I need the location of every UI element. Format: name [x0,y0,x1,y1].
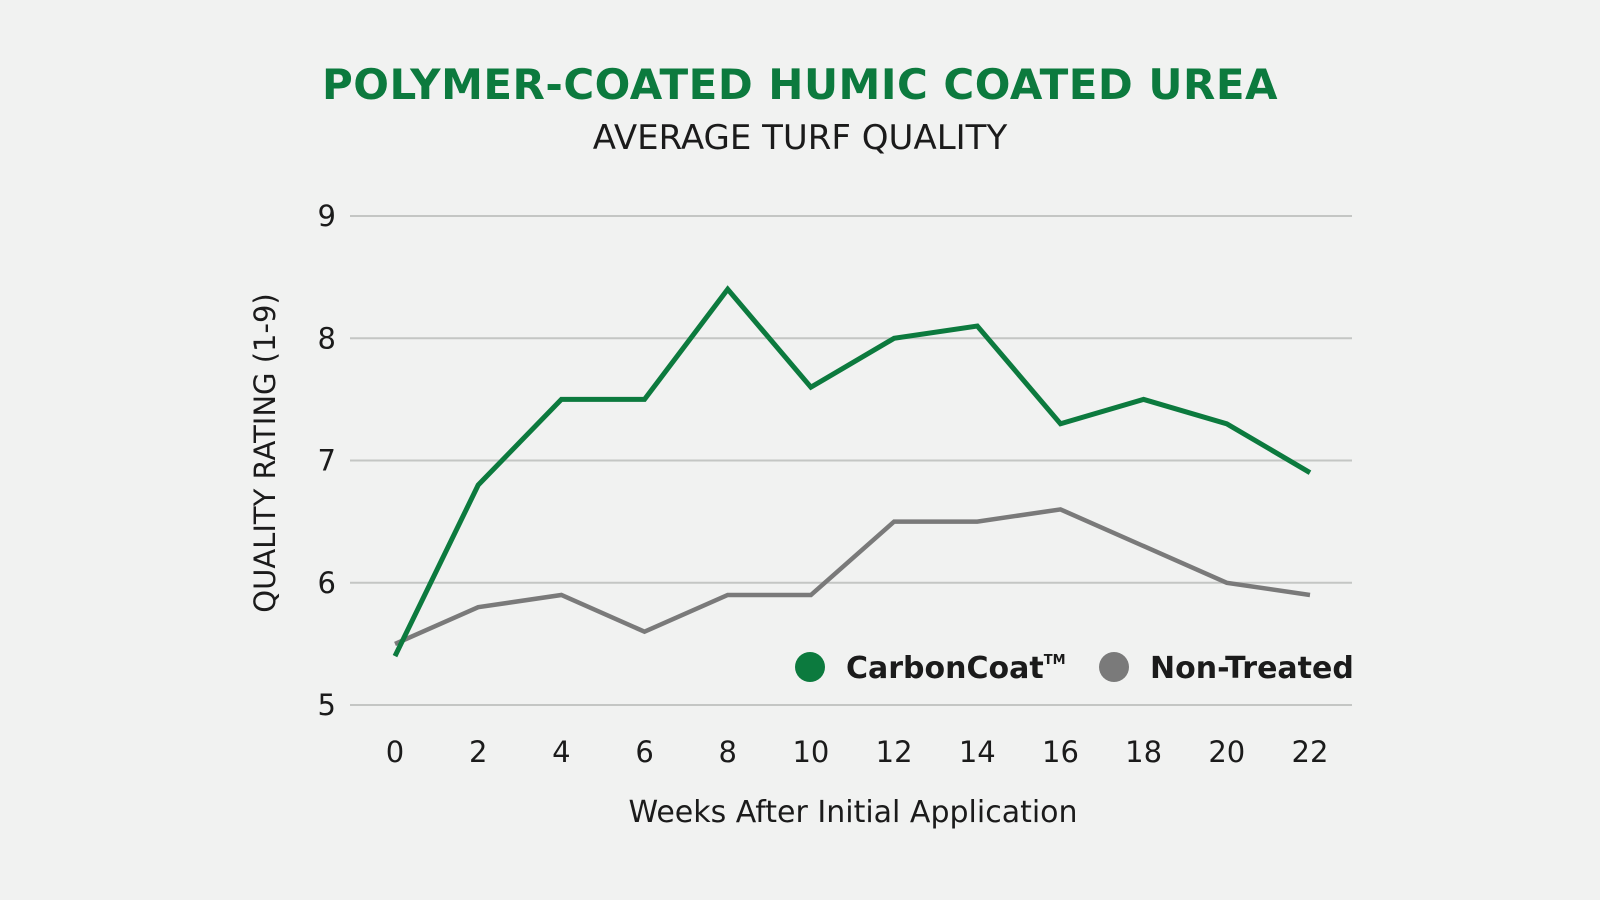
series-line-carboncoat [392,285,1312,658]
x-tick-label: 22 [1292,735,1329,769]
x-tick-label: 14 [959,735,996,769]
x-tick-label: 18 [1125,735,1162,769]
legend-label-non-treated: Non-Treated [1150,651,1354,686]
y-tick-label: 7 [318,444,336,478]
x-tick-label: 6 [635,735,653,769]
x-tick-label: 8 [719,735,737,769]
legend-marker-non-treated [1099,652,1129,682]
x-tick-label: 0 [386,735,404,769]
y-tick-label: 5 [318,688,336,722]
legend-marker-carboncoat [795,652,825,682]
chart-title: POLYMER-COATED HUMIC COATED UREA [321,60,1279,109]
legend-label-carboncoat: CarbonCoatTM [846,651,1066,686]
chart-subtitle: AVERAGE TURF QUALITY [592,118,1008,158]
x-tick-label: 2 [469,735,487,769]
x-tick-label: 4 [552,735,570,769]
x-tick-label: 10 [792,735,829,769]
series-line-non-treated [394,507,1311,646]
x-tick-label: 20 [1208,735,1245,769]
y-tick-label: 6 [318,566,336,600]
y-tick-label: 9 [318,199,336,233]
y-axis-label: QUALITY RATING (1-9) [248,293,282,612]
x-axis-label: Weeks After Initial Application [628,795,1077,830]
y-tick-label: 8 [318,321,336,355]
x-tick-label: 16 [1042,735,1079,769]
legend-trademark: TM [1044,653,1066,668]
x-tick-label: 12 [876,735,913,769]
